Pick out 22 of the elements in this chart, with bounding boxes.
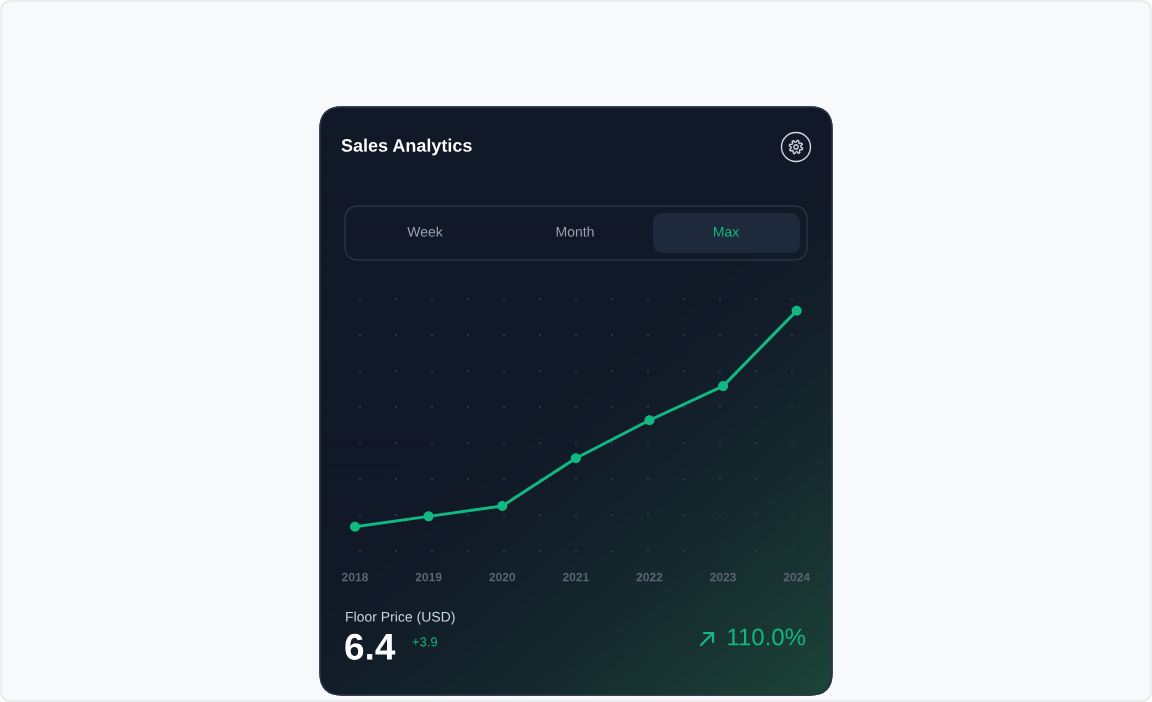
point [791,305,802,316]
text: Max [713,226,740,237]
x-tick-label: 2019 [415,572,442,582]
text: +3.9 [412,637,438,647]
text: 6.4 [345,633,396,660]
x-tick-label: 2021 [562,572,589,582]
text: Month [556,226,594,237]
text: Week [407,226,443,237]
x-tick-label: 2022 [636,572,663,582]
point [423,511,434,522]
point [497,501,508,511]
x-tick-label: 2020 [489,572,516,582]
point [350,521,361,532]
x-tick-label: 2018 [342,572,368,582]
point [570,453,581,464]
point [644,415,655,426]
text: Floor Price (USD) [346,611,455,625]
x-tick-label: 2023 [710,572,736,582]
text: 110.0% [728,628,806,646]
chart-title: Sales Analytics [341,138,472,156]
x-tick-label: 2024 [783,572,810,582]
point [718,381,729,392]
